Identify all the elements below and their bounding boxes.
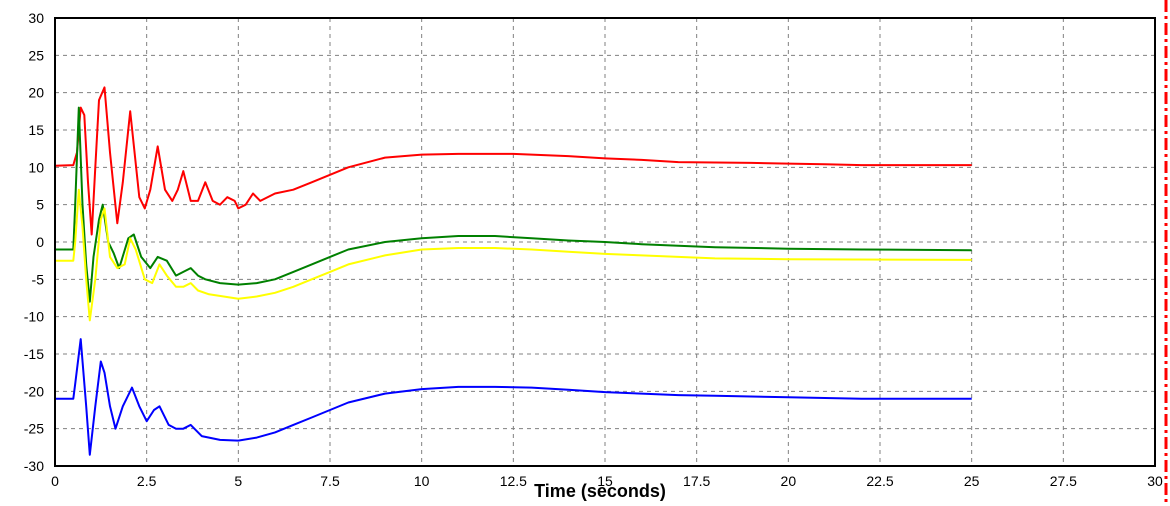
x-tick-label: 7.5 xyxy=(320,473,340,489)
tick-labels: 0 2.5 5 7.5 10 12.5 15 17.5 20 22.5 25 27.5 30 30 25 20… xyxy=(24,10,1163,489)
x-tick-label: 22.5 xyxy=(866,473,893,489)
x-tick-label: 25 xyxy=(964,473,980,489)
y-tick-label: -30 xyxy=(24,458,44,474)
x-tick-label: 17.5 xyxy=(683,473,710,489)
y-tick-label: -15 xyxy=(24,346,44,362)
x-tick-label: 20 xyxy=(781,473,797,489)
y-tick-label: 20 xyxy=(28,85,44,101)
y-tick-label: -5 xyxy=(32,271,45,287)
y-tick-label: 15 xyxy=(28,122,44,138)
y-tick-label: 25 xyxy=(28,47,44,63)
x-tick-label: 27.5 xyxy=(1050,473,1077,489)
x-tick-label: 0 xyxy=(51,473,59,489)
series-line-1 xyxy=(54,86,972,236)
x-tick-label: 15 xyxy=(597,473,613,489)
series-group xyxy=(54,86,972,456)
y-tick-label: -25 xyxy=(24,421,44,437)
plot-frame xyxy=(54,17,1156,467)
y-tick-label: 5 xyxy=(36,197,44,213)
x-tick-label: 30 xyxy=(1147,473,1163,489)
y-tick-label: 10 xyxy=(28,159,44,175)
x-tick-label: 2.5 xyxy=(137,473,157,489)
series-line-3 xyxy=(55,188,972,322)
y-tick-label: -20 xyxy=(24,383,44,399)
grid xyxy=(55,18,1155,466)
x-tick-label: 5 xyxy=(234,473,242,489)
series-line-2 xyxy=(55,106,972,303)
x-tick-label: 10 xyxy=(414,473,430,489)
y-tick-label: -10 xyxy=(24,309,44,325)
y-tick-label: 0 xyxy=(36,234,44,250)
series-line-4 xyxy=(55,338,972,456)
x-tick-label: 12.5 xyxy=(500,473,527,489)
x-axis-label: Time (seconds) xyxy=(534,481,666,501)
y-tick-label: 30 xyxy=(28,10,44,26)
